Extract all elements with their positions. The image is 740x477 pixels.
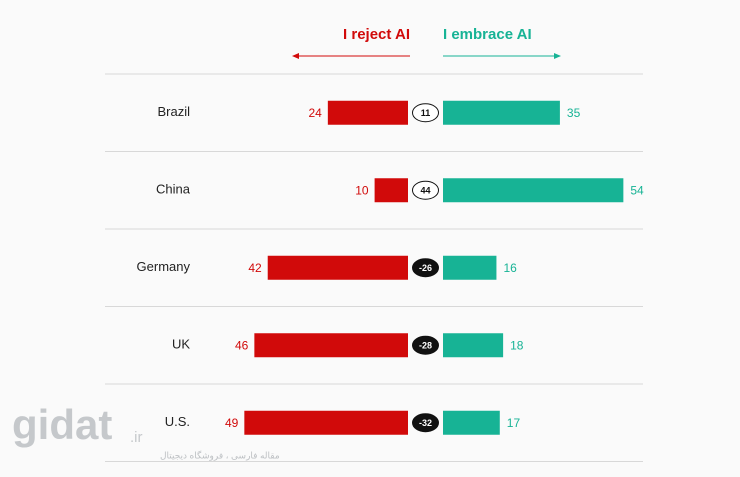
difference-label: -28 bbox=[419, 341, 432, 351]
reject-value: 49 bbox=[225, 416, 239, 430]
watermark-domain: .ir bbox=[130, 429, 143, 446]
embrace-header: I embrace AI bbox=[443, 26, 532, 43]
embrace-value: 16 bbox=[503, 261, 517, 275]
embrace-bar bbox=[443, 178, 624, 203]
reject-bar bbox=[267, 255, 408, 280]
reject-bar bbox=[254, 333, 408, 358]
reject-value: 24 bbox=[308, 106, 322, 120]
reject-bar bbox=[327, 100, 408, 125]
reject-bar bbox=[244, 410, 408, 435]
embrace-bar bbox=[443, 410, 500, 435]
reject-arrow bbox=[292, 53, 410, 59]
category-label: China bbox=[156, 182, 191, 197]
difference-pill bbox=[412, 413, 439, 433]
embrace-arrow bbox=[443, 53, 561, 59]
watermark: gidat .ir مقاله فارسی ، فروشگاه دیجیتال bbox=[12, 401, 280, 460]
embrace-bar bbox=[443, 333, 504, 358]
reject-value: 46 bbox=[235, 338, 249, 352]
difference-label: -32 bbox=[419, 418, 432, 428]
reject-header: I reject AI bbox=[343, 26, 410, 43]
embrace-bar bbox=[443, 255, 497, 280]
embrace-value: 54 bbox=[630, 183, 644, 197]
difference-pill bbox=[412, 180, 439, 200]
category-label: UK bbox=[172, 337, 190, 352]
difference-pill bbox=[412, 335, 439, 355]
reject-value: 42 bbox=[248, 261, 262, 275]
embrace-bar bbox=[443, 100, 560, 125]
reject-value: 10 bbox=[355, 183, 369, 197]
reject-bar bbox=[374, 178, 408, 203]
difference-pill bbox=[412, 103, 439, 123]
difference-pill bbox=[412, 258, 439, 278]
category-label: U.S. bbox=[165, 414, 190, 429]
difference-label: 11 bbox=[421, 108, 431, 118]
category-label: Brazil bbox=[157, 104, 190, 119]
difference-label: -26 bbox=[419, 263, 432, 273]
watermark-logo: gidat bbox=[12, 401, 112, 448]
embrace-value: 35 bbox=[567, 106, 581, 120]
category-label: Germany bbox=[137, 259, 191, 274]
embrace-value: 17 bbox=[507, 416, 521, 430]
watermark-tagline: مقاله فارسی ، فروشگاه دیجیتال bbox=[160, 449, 280, 460]
difference-label: 44 bbox=[420, 186, 430, 196]
embrace-value: 18 bbox=[510, 338, 524, 352]
